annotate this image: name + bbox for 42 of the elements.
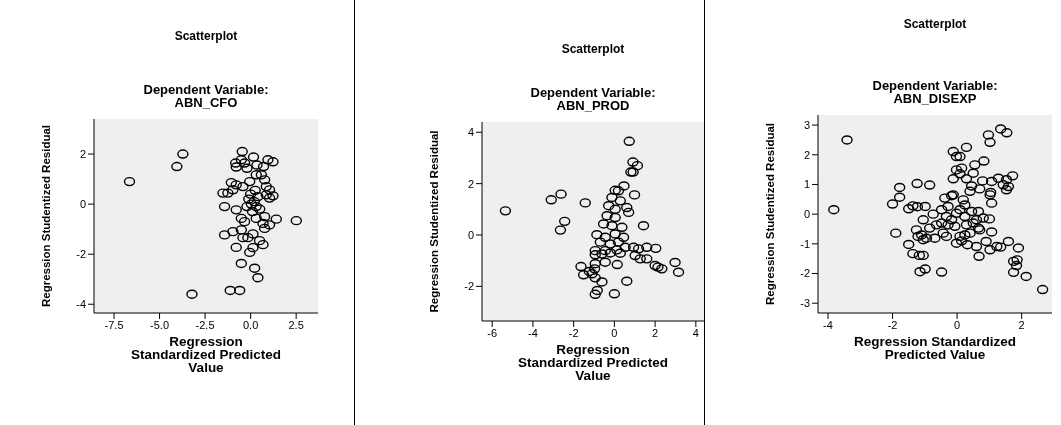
y-tick-label: -2 xyxy=(464,280,474,293)
chart-subtitle: Dependent Variable: ABN_PROD xyxy=(529,85,657,113)
x-axis-title: Regression Standardized Predicted Value xyxy=(516,342,669,383)
y-tick-label: 2 xyxy=(803,148,810,161)
y-axis-title: Regression Studentized Residual xyxy=(428,130,441,313)
y-tick-label: -2 xyxy=(800,267,810,280)
x-tick-label: 0 xyxy=(611,326,618,339)
x-axis-title: Regression Standardized Predicted Value xyxy=(129,334,282,375)
chart-title: Scatterplot xyxy=(560,42,626,56)
y-tick-label: -3 xyxy=(800,297,810,310)
y-tick-label: 1 xyxy=(803,178,810,191)
y-tick-label: 3 xyxy=(803,119,810,131)
x-tick-label: 2 xyxy=(1018,318,1025,331)
y-axis-title: Regression Studentized Residual xyxy=(764,122,777,306)
y-tick-label: 4 xyxy=(467,126,474,139)
y-tick-label: -1 xyxy=(800,237,810,250)
x-tick-label: -6 xyxy=(487,326,498,339)
y-tick-label: 2 xyxy=(467,177,474,190)
x-tick-label: 2 xyxy=(652,326,659,339)
x-tick-label: -4 xyxy=(528,326,538,339)
y-tick-label: -4 xyxy=(76,298,86,311)
chart-title: Scatterplot xyxy=(173,29,239,43)
x-tick-label: 2.5 xyxy=(288,318,304,331)
x-tick-label: -2 xyxy=(887,318,898,331)
y-axis-title: Regression Studentized Residual xyxy=(40,124,53,308)
x-tick-label: -5.0 xyxy=(150,318,170,331)
y-tick-label: -2 xyxy=(76,248,86,261)
y-tick-label: 2 xyxy=(79,147,86,160)
x-tick-label: 0.0 xyxy=(242,318,259,331)
x-tick-label: -4 xyxy=(823,318,833,331)
chart-subtitle: Dependent Variable: ABN_DISEXP xyxy=(871,78,999,106)
y-tick-label: 0 xyxy=(803,208,810,221)
y-tick-label: 0 xyxy=(79,198,86,211)
chart-subtitle: Dependent Variable: ABN_CFO xyxy=(142,82,270,110)
x-tick-label: 4 xyxy=(692,326,699,339)
y-tick-label: 0 xyxy=(467,228,474,241)
x-tick-label: -2.5 xyxy=(195,318,215,331)
x-tick-label: 0 xyxy=(954,318,961,331)
x-tick-label: -7.5 xyxy=(104,318,124,331)
x-axis-title: Regression Standardized Predicted Value xyxy=(852,334,1017,362)
chart-title: Scatterplot xyxy=(902,17,968,31)
x-tick-label: -2 xyxy=(568,326,579,339)
